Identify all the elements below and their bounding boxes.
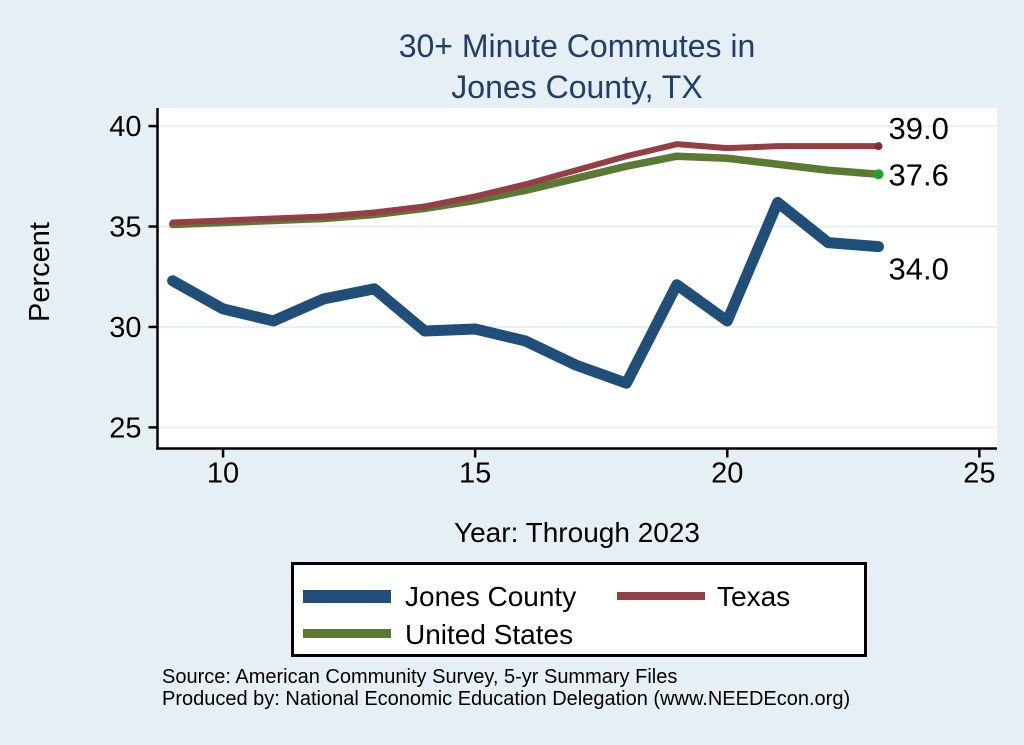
y-tick-label: 25 [109, 412, 141, 444]
y-axis-title: Percent [24, 222, 56, 322]
y-tick-label: 40 [109, 111, 141, 143]
chart-title-line2: Jones County, TX [451, 69, 703, 105]
end-value-label-texas: 39.0 [889, 111, 949, 146]
x-axis-title: Year: Through 2023 [454, 517, 700, 548]
y-tick-label: 30 [109, 312, 141, 344]
end-value-label-united-states: 37.6 [889, 157, 949, 192]
source-line: Source: American Community Survey, 5-yr … [162, 666, 678, 688]
end-value-label-jones-county: 34.0 [889, 252, 949, 287]
produced-by-line: Produced by: National Economic Education… [162, 688, 851, 710]
series-line-texas [169, 141, 882, 226]
legend: Jones County Texas United States [291, 562, 867, 657]
endpoint-marker-united-states [873, 169, 884, 180]
legend-label-united-states: United States [405, 619, 574, 650]
endpoint-marker-texas [874, 142, 883, 151]
x-tick-label: 25 [963, 458, 995, 490]
x-tick-label: 20 [711, 458, 743, 490]
legend-label-jones-county: Jones County [405, 581, 577, 612]
plot-background [157, 108, 997, 449]
x-tick-label: 10 [207, 458, 239, 490]
legend-swatch-united-states [303, 629, 391, 638]
series-line-jones-county [167, 196, 885, 389]
legend-swatch-texas [617, 592, 705, 600]
chart-title: 30+ Minute Commutes in Jones County, TX [157, 26, 997, 108]
y-tick-label: 35 [109, 212, 141, 244]
x-tick-label: 15 [459, 458, 491, 490]
chart-title-line1: 30+ Minute Commutes in [398, 28, 756, 64]
source-note: Source: American Community Survey, 5-yr … [162, 666, 982, 710]
legend-label-texas: Texas [717, 581, 791, 612]
legend-swatch-jones-county [303, 590, 391, 603]
